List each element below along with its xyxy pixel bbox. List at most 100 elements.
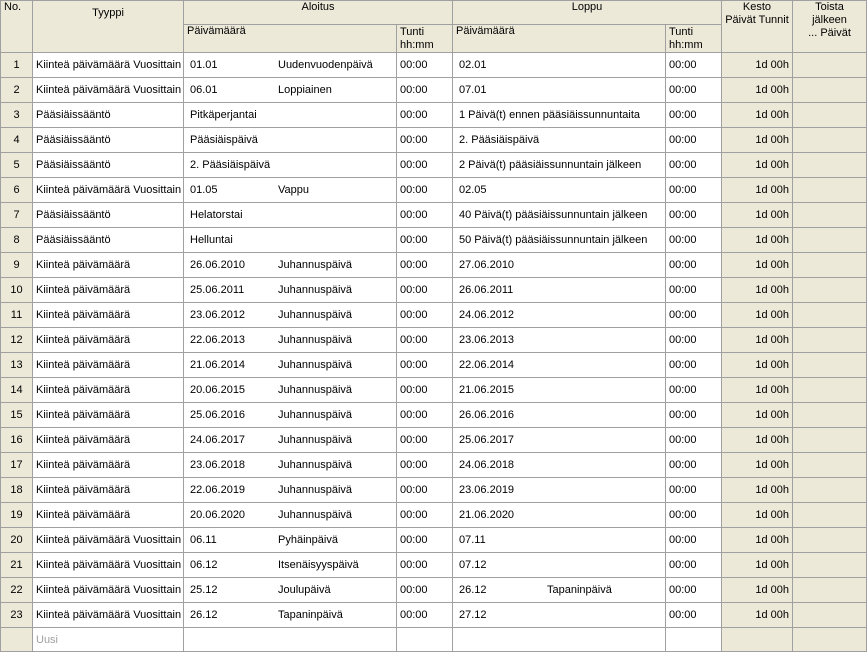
row-end-time-cell[interactable]: 00:00 [665,502,722,528]
new-row-start-date[interactable] [183,627,397,652]
row-end-date-cell[interactable]: 2 Päivä(t) pääsiäissunnuntain jälkeen [452,152,666,178]
new-row-repeat[interactable] [792,627,867,652]
table-row[interactable]: 23 Kiinteä päivämäärä Vuosittain 26.12 T… [0,602,867,628]
row-repeat-cell[interactable] [792,302,867,328]
row-start-date-cell[interactable]: 25.06.2016 Juhannuspäivä [183,402,397,428]
table-row[interactable]: 12 Kiinteä päivämäärä 22.06.2013 Juhannu… [0,327,867,353]
table-row[interactable]: 22 Kiinteä päivämäärä Vuosittain 25.12 J… [0,577,867,603]
row-end-date-cell[interactable]: 23.06.2013 [452,327,666,353]
table-row[interactable]: 10 Kiinteä päivämäärä 25.06.2011 Juhannu… [0,277,867,303]
row-end-time-cell[interactable]: 00:00 [665,227,722,253]
row-start-time-cell[interactable]: 00:00 [396,477,453,503]
row-end-date-cell[interactable]: 21.06.2015 [452,377,666,403]
row-repeat-cell[interactable] [792,202,867,228]
col-header-end-time[interactable]: Tunti hh:mm [665,24,722,53]
row-start-time-cell[interactable]: 00:00 [396,152,453,178]
row-type-cell[interactable]: Kiinteä päivämäärä [32,502,184,528]
table-row[interactable]: 6 Kiinteä päivämäärä Vuosittain 01.05 Va… [0,177,867,203]
row-start-time-cell[interactable]: 00:00 [396,102,453,128]
row-end-time-cell[interactable]: 00:00 [665,327,722,353]
row-end-time-cell[interactable]: 00:00 [665,77,722,103]
table-row[interactable]: 9 Kiinteä päivämäärä 26.06.2010 Juhannus… [0,252,867,278]
row-end-time-cell[interactable]: 00:00 [665,127,722,153]
row-start-date-cell[interactable]: 21.06.2014 Juhannuspäivä [183,352,397,378]
row-end-date-cell[interactable]: 07.01 [452,77,666,103]
row-start-time-cell[interactable]: 00:00 [396,577,453,603]
row-start-date-cell[interactable]: 01.05 Vappu [183,177,397,203]
table-row[interactable]: 11 Kiinteä päivämäärä 23.06.2012 Juhannu… [0,302,867,328]
row-start-time-cell[interactable]: 00:00 [396,527,453,553]
col-header-loppu[interactable]: Loppu [452,0,722,25]
row-start-date-cell[interactable]: Pitkäperjantai [183,102,397,128]
row-repeat-cell[interactable] [792,477,867,503]
row-start-date-cell[interactable]: 25.12 Joulupäivä [183,577,397,603]
row-repeat-cell[interactable] [792,427,867,453]
row-type-cell[interactable]: Pääsiäissääntö [32,102,184,128]
row-type-cell[interactable]: Pääsiäissääntö [32,152,184,178]
row-start-time-cell[interactable]: 00:00 [396,252,453,278]
row-type-cell[interactable]: Kiinteä päivämäärä Vuosittain [32,52,184,78]
row-start-date-cell[interactable]: 26.06.2010 Juhannuspäivä [183,252,397,278]
row-type-cell[interactable]: Kiinteä päivämäärä [32,452,184,478]
table-row[interactable]: 4 Pääsiäissääntö Pääsiäispäivä 00:00 2. … [0,127,867,153]
row-type-cell[interactable]: Kiinteä päivämäärä Vuosittain [32,577,184,603]
row-type-cell[interactable]: Kiinteä päivämäärä [32,427,184,453]
row-start-date-cell[interactable]: Pääsiäispäivä [183,127,397,153]
col-header-tyyppi[interactable]: Tyyppi [32,0,184,53]
table-row[interactable]: 19 Kiinteä päivämäärä 20.06.2020 Juhannu… [0,502,867,528]
col-header-no[interactable]: No. [0,0,33,53]
row-repeat-cell[interactable] [792,527,867,553]
row-start-time-cell[interactable]: 00:00 [396,427,453,453]
row-type-cell[interactable]: Kiinteä päivämäärä Vuosittain [32,552,184,578]
row-end-time-cell[interactable]: 00:00 [665,202,722,228]
row-type-cell[interactable]: Kiinteä päivämäärä Vuosittain [32,177,184,203]
col-header-kesto[interactable]: Kesto Päivät Tunnit [721,0,793,53]
row-start-date-cell[interactable]: 25.06.2011 Juhannuspäivä [183,277,397,303]
table-row[interactable]: 2 Kiinteä päivämäärä Vuosittain 06.01 Lo… [0,77,867,103]
row-repeat-cell[interactable] [792,227,867,253]
row-end-date-cell[interactable]: 02.01 [452,52,666,78]
row-end-date-cell[interactable]: 40 Päivä(t) pääsiäissunnuntain jälkeen [452,202,666,228]
table-row[interactable]: 14 Kiinteä päivämäärä 20.06.2015 Juhannu… [0,377,867,403]
col-header-start-time[interactable]: Tunti hh:mm [396,24,453,53]
row-type-cell[interactable]: Kiinteä päivämäärä [32,252,184,278]
row-repeat-cell[interactable] [792,402,867,428]
row-start-date-cell[interactable]: 06.11 Pyhäinpäivä [183,527,397,553]
row-end-time-cell[interactable]: 00:00 [665,277,722,303]
row-type-cell[interactable]: Kiinteä päivämäärä [32,302,184,328]
row-repeat-cell[interactable] [792,327,867,353]
row-start-time-cell[interactable]: 00:00 [396,452,453,478]
col-header-aloitus[interactable]: Aloitus [183,0,453,25]
row-end-time-cell[interactable]: 00:00 [665,377,722,403]
row-type-cell[interactable]: Pääsiäissääntö [32,202,184,228]
col-header-end-date[interactable]: Päivämäärä [452,24,666,53]
row-end-time-cell[interactable]: 00:00 [665,352,722,378]
row-end-date-cell[interactable]: 50 Päivä(t) pääsiäissunnuntain jälkeen [452,227,666,253]
row-end-time-cell[interactable]: 00:00 [665,52,722,78]
row-type-cell[interactable]: Kiinteä päivämäärä [32,402,184,428]
row-type-cell[interactable]: Kiinteä päivämäärä [32,352,184,378]
table-row[interactable]: 8 Pääsiäissääntö Helluntai 00:00 50 Päiv… [0,227,867,253]
col-header-start-date[interactable]: Päivämäärä [183,24,397,53]
row-end-time-cell[interactable]: 00:00 [665,477,722,503]
row-repeat-cell[interactable] [792,352,867,378]
row-start-date-cell[interactable]: Helatorstai [183,202,397,228]
row-start-time-cell[interactable]: 00:00 [396,202,453,228]
row-type-cell[interactable]: Kiinteä päivämäärä [32,377,184,403]
row-repeat-cell[interactable] [792,277,867,303]
row-start-time-cell[interactable]: 00:00 [396,352,453,378]
row-repeat-cell[interactable] [792,452,867,478]
row-type-cell[interactable]: Kiinteä päivämäärä Vuosittain [32,527,184,553]
row-end-time-cell[interactable]: 00:00 [665,102,722,128]
row-repeat-cell[interactable] [792,577,867,603]
row-end-date-cell[interactable]: 1 Päivä(t) ennen pääsiäissunnuntaita [452,102,666,128]
table-row[interactable]: 16 Kiinteä päivämäärä 24.06.2017 Juhannu… [0,427,867,453]
row-repeat-cell[interactable] [792,552,867,578]
row-repeat-cell[interactable] [792,602,867,628]
row-end-date-cell[interactable]: 25.06.2017 [452,427,666,453]
row-end-date-cell[interactable]: 26.06.2011 [452,277,666,303]
row-repeat-cell[interactable] [792,127,867,153]
row-start-time-cell[interactable]: 00:00 [396,77,453,103]
row-start-date-cell[interactable]: 22.06.2019 Juhannuspäivä [183,477,397,503]
row-end-time-cell[interactable]: 00:00 [665,177,722,203]
